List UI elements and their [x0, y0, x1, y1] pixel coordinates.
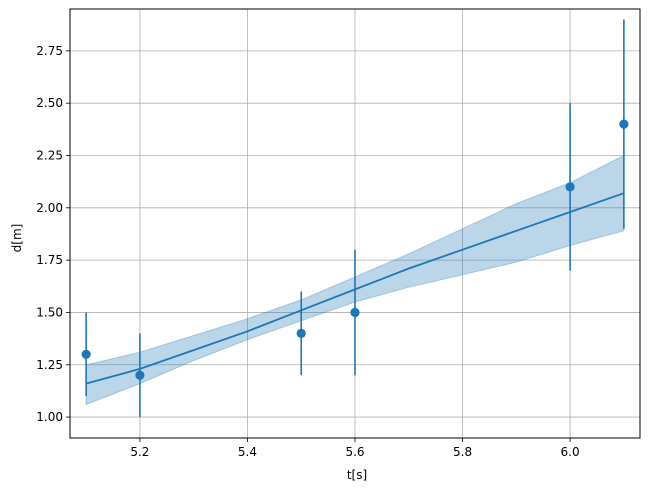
- y-tick-label: 2.25: [36, 148, 63, 162]
- x-axis-label: t[s]: [347, 468, 367, 482]
- data-point: [350, 307, 360, 318]
- y-axis-label: d[m]: [10, 224, 24, 253]
- data-point: [81, 349, 91, 359]
- data-points-layer: [81, 19, 629, 418]
- y-tick-label: 1.75: [36, 253, 63, 267]
- y-tick-label: 2.50: [36, 96, 63, 110]
- x-axis-ticks: 5.2 5.4 5.6 5.8 6.0: [130, 438, 580, 459]
- x-tick-label: 5.4: [238, 445, 257, 459]
- data-point: [135, 370, 145, 380]
- data-point: [565, 182, 575, 192]
- x-tick-label: 5.8: [453, 445, 472, 459]
- grid: [70, 9, 640, 438]
- x-tick-label: 5.6: [345, 445, 364, 459]
- y-tick-label: 1.00: [36, 410, 63, 424]
- x-tick-label: 6.0: [561, 445, 580, 459]
- y-tick-label: 2.00: [36, 201, 63, 215]
- y-tick-label: 1.50: [36, 305, 63, 319]
- data-point: [619, 119, 629, 129]
- y-tick-label: 2.75: [36, 44, 63, 58]
- y-axis-ticks: 1.00 1.25 1.50 1.75 2.00 2.25 2.50 2.75: [36, 44, 70, 424]
- x-tick-label: 5.2: [130, 445, 149, 459]
- y-tick-label: 1.25: [36, 358, 63, 372]
- data-point: [296, 328, 306, 338]
